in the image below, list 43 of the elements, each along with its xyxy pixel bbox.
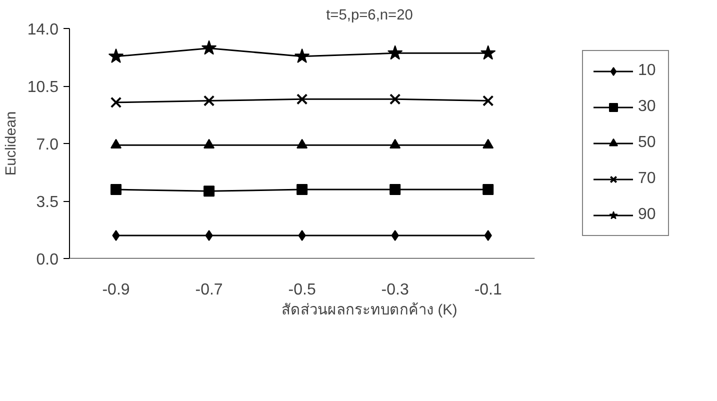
point (482, 138, 494, 149)
point (298, 230, 306, 241)
point (482, 184, 494, 195)
chart-title: t=5,p=6,n=20 (326, 8, 413, 24)
point (205, 230, 213, 241)
point (112, 230, 120, 241)
legend-label: 10 (638, 62, 657, 80)
point (480, 45, 496, 60)
point (110, 138, 122, 149)
y-tick-label: 10.5 (27, 79, 59, 96)
x-tick-label: -0.9 (102, 282, 130, 298)
legend-label: 70 (638, 170, 657, 188)
y-tick-label: 3.5 (36, 194, 59, 211)
x-tick-label: -0.1 (474, 282, 502, 298)
point (294, 48, 310, 63)
legend-label: 50 (638, 134, 657, 152)
point (389, 94, 401, 105)
point (296, 184, 308, 195)
x-tick-label: -0.5 (288, 282, 316, 298)
point (110, 96, 122, 108)
point (201, 40, 217, 55)
x-tick-label: -0.3 (381, 282, 409, 298)
point (203, 95, 215, 106)
point (296, 94, 308, 105)
point (391, 230, 399, 241)
point (390, 138, 401, 149)
legend-label: 30 (638, 98, 657, 116)
legend-label: 90 (638, 206, 657, 224)
y-tick-label: 14.0 (27, 22, 59, 38)
x-axis-title: สัดส่วนผลกระทบตกค้าง (K) (282, 302, 458, 318)
point (204, 186, 215, 197)
y-tick-label: 7.0 (36, 136, 59, 154)
point (390, 184, 401, 195)
point (108, 48, 124, 63)
point (110, 184, 122, 195)
point (387, 45, 403, 60)
point (482, 95, 494, 106)
point (296, 138, 308, 149)
point (484, 230, 492, 241)
x-tick-label: -0.7 (195, 282, 223, 298)
y-tick-label: 0.0 (36, 252, 59, 268)
y-axis-title: Euclidean (3, 111, 20, 176)
point (204, 138, 215, 149)
